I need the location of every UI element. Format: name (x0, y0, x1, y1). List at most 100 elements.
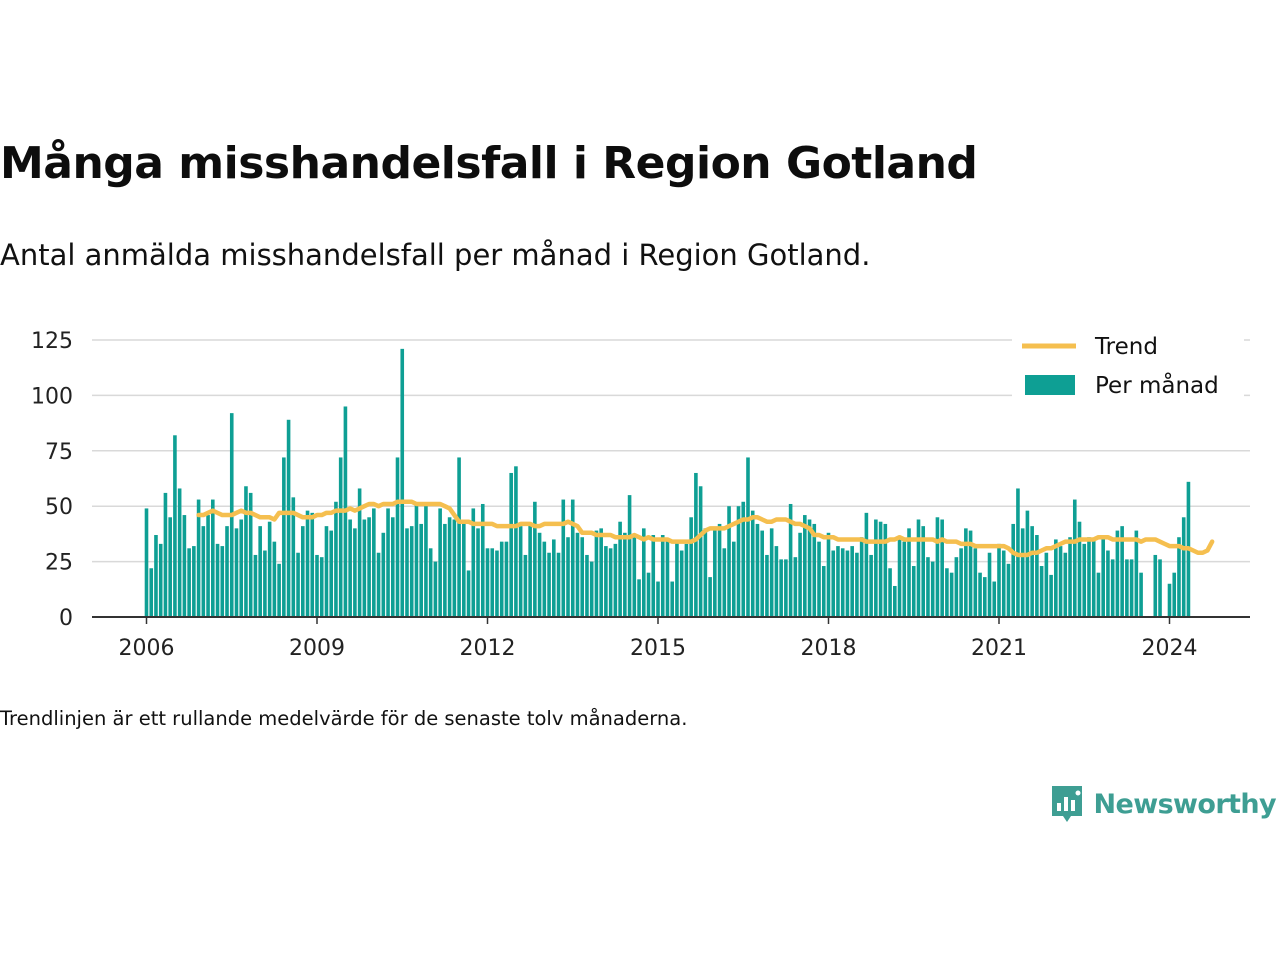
bar (1134, 530, 1139, 617)
bar (1139, 572, 1143, 617)
bar (357, 488, 362, 617)
bar (1077, 521, 1082, 617)
bar (395, 457, 400, 617)
bar (788, 503, 793, 617)
bar (514, 466, 518, 617)
bar (807, 519, 812, 617)
bar (774, 546, 779, 617)
bar (831, 550, 836, 617)
bar (959, 548, 963, 617)
bar (173, 435, 177, 617)
bar (1158, 559, 1162, 617)
bar (1106, 550, 1110, 617)
bar (234, 528, 239, 617)
footnote: Trendlinjen är ett rullande medelvärde f… (0, 707, 688, 730)
bar (675, 541, 679, 617)
bar (997, 543, 1001, 617)
bar (372, 508, 376, 617)
bar (338, 457, 343, 617)
bar (158, 543, 163, 617)
bar (433, 561, 438, 617)
bar (973, 548, 978, 617)
bar (220, 546, 225, 617)
bar (367, 517, 371, 617)
bar (428, 548, 433, 617)
bar (248, 492, 253, 617)
bar (1172, 572, 1177, 617)
bar (149, 568, 154, 617)
bar (604, 546, 608, 617)
bar (196, 499, 201, 617)
bar (182, 515, 187, 617)
bar (334, 501, 338, 617)
bar (613, 543, 618, 617)
bar (670, 581, 675, 617)
bar (859, 537, 864, 617)
bar (561, 499, 566, 617)
bar (144, 508, 149, 617)
legend-bar-swatch (1025, 375, 1075, 395)
bar (893, 585, 897, 617)
bar (1020, 528, 1025, 617)
bar (1044, 552, 1049, 617)
bar (954, 557, 959, 617)
bar (708, 577, 712, 617)
bar (1049, 574, 1053, 617)
bar (1035, 535, 1039, 617)
y-tick-label: 0 (59, 606, 73, 631)
x-tick-label: 2015 (630, 636, 686, 661)
brand-logo: Newsworthy (1050, 784, 1277, 824)
bar (987, 552, 992, 617)
bar (883, 523, 888, 617)
bar (376, 552, 381, 617)
x-tick-label: 2006 (119, 636, 175, 661)
bar (713, 528, 717, 617)
bar (623, 532, 627, 617)
y-tick-label: 25 (45, 551, 73, 576)
bar (575, 532, 580, 617)
bar (272, 541, 277, 617)
bar (627, 495, 632, 617)
bar (518, 526, 523, 617)
bar (968, 530, 973, 617)
bar (1091, 539, 1096, 617)
bar (1030, 526, 1034, 617)
bar (447, 517, 452, 617)
bar (845, 550, 850, 617)
bar (225, 526, 229, 617)
bar (1129, 559, 1134, 617)
bar (921, 526, 926, 617)
bar (826, 532, 831, 617)
bar (495, 550, 499, 617)
bar (722, 548, 727, 617)
bar (618, 521, 622, 617)
bar (992, 581, 997, 617)
bar (731, 541, 736, 617)
bar (452, 519, 457, 617)
legend-bar-label: Per månad (1095, 371, 1219, 399)
bar (769, 528, 774, 617)
bar (840, 548, 845, 617)
bar (291, 497, 296, 617)
bar (784, 559, 788, 617)
bar (353, 528, 357, 617)
bar (305, 510, 310, 617)
legend-trend-label: Trend (1094, 334, 1158, 360)
y-axis-labels: 0 25 50 75 100 125 (31, 329, 73, 631)
bar (637, 579, 641, 617)
bar (348, 519, 352, 617)
bar (755, 523, 760, 617)
bar (466, 570, 471, 617)
bar (215, 543, 220, 617)
bar (949, 572, 954, 617)
bar (660, 535, 665, 617)
bar (850, 546, 854, 617)
bar (282, 457, 286, 617)
bar (319, 557, 324, 617)
bar (177, 488, 182, 617)
bar (926, 557, 930, 617)
bar (836, 546, 840, 617)
bar (154, 535, 158, 617)
bar (462, 521, 466, 617)
